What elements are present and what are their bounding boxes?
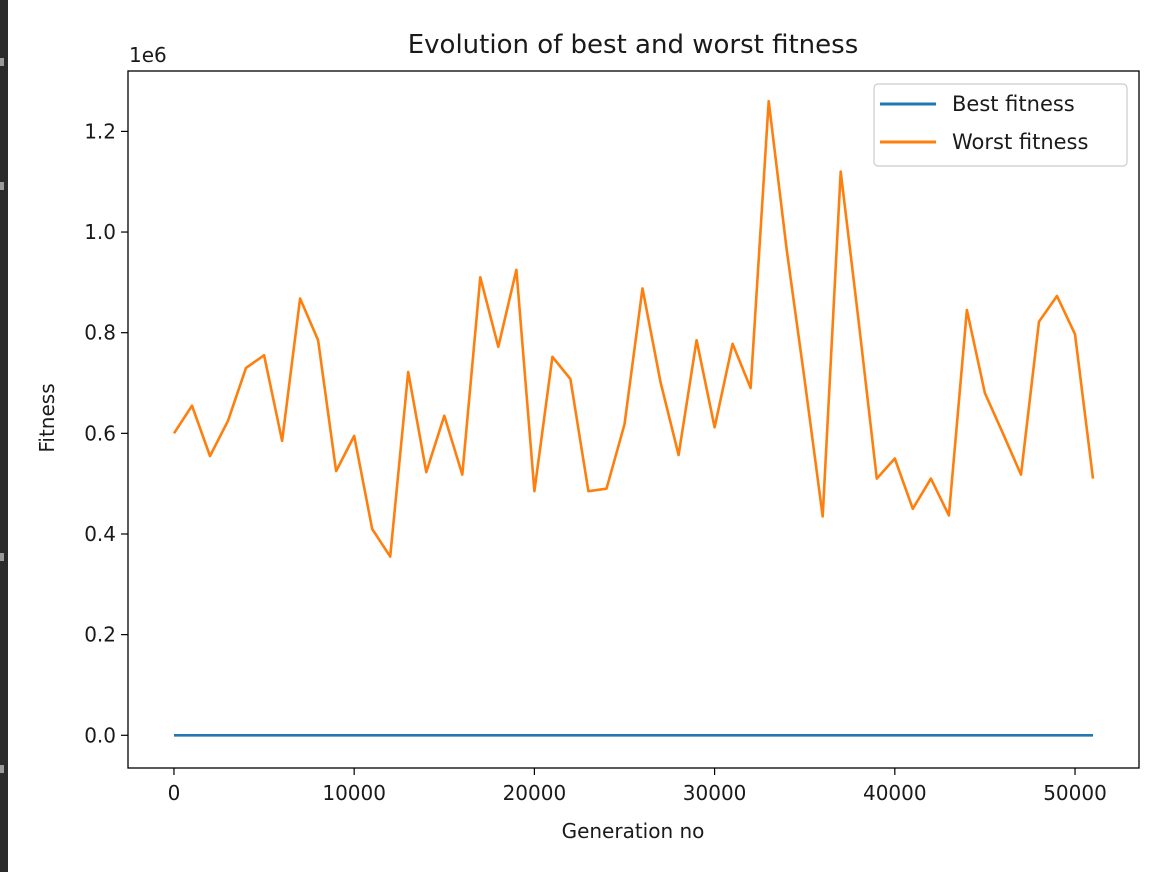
- series-line-worst-fitness: [172, 99, 1095, 558]
- chart-title: Evolution of best and worst fitness: [408, 30, 859, 60]
- window-edge-marker: [0, 765, 4, 773]
- window-edge-marker: [0, 58, 4, 66]
- y-axis-ticks: 0.0 0.2 0.4 0.6 0.8 1.0 1.2: [84, 119, 128, 747]
- window-edge-marker: [0, 182, 4, 190]
- window-edge-marker: [0, 553, 4, 561]
- x-tick-label: 40000: [863, 781, 927, 805]
- x-tick-label: 50000: [1043, 781, 1107, 805]
- y-tick-label: 1.2: [84, 119, 116, 143]
- legend-label-best-fitness: Best fitness: [952, 92, 1075, 116]
- window-edge: [0, 0, 8, 872]
- y-tick-label: 0.4: [84, 522, 116, 546]
- y-axis-offset-text: 1e6: [129, 43, 167, 67]
- y-tick-label: 1.0: [84, 220, 116, 244]
- y-tick-label: 0.6: [84, 421, 116, 445]
- x-axis-ticks: 0 10000 20000 30000 40000 50000: [168, 768, 1107, 805]
- x-axis-label: Generation no: [562, 819, 705, 843]
- series-layer: [172, 99, 1095, 737]
- legend: Best fitness Worst fitness: [873, 83, 1128, 167]
- y-tick-label: 0.2: [84, 623, 116, 647]
- plot-frame: [127, 70, 1140, 769]
- x-tick-label: 20000: [503, 781, 567, 805]
- x-tick-label: 0: [168, 781, 181, 805]
- y-tick-label: 0.8: [84, 321, 116, 345]
- x-tick-label: 10000: [322, 781, 386, 805]
- legend-label-worst-fitness: Worst fitness: [952, 130, 1088, 154]
- x-tick-label: 30000: [683, 781, 747, 805]
- legend-box: [873, 83, 1128, 167]
- y-axis-label: Fitness: [35, 383, 59, 452]
- y-tick-label: 0.0: [84, 723, 116, 747]
